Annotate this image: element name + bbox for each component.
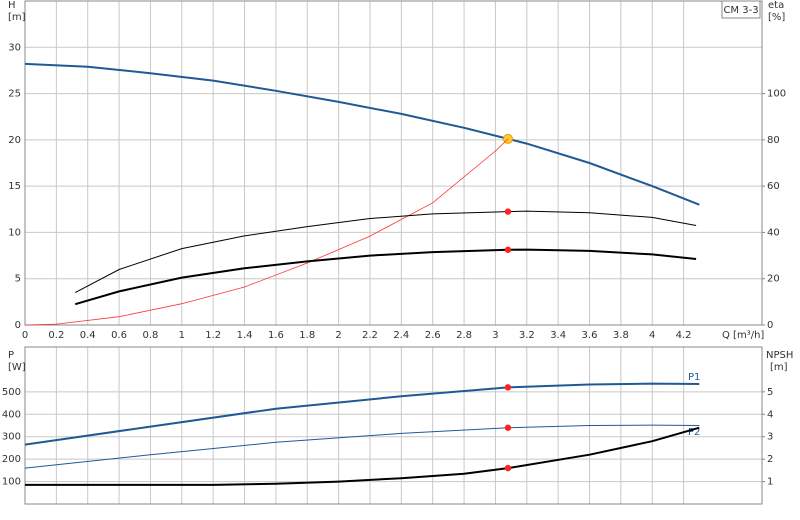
y2-tick-label: 2 xyxy=(767,454,773,465)
x-tick-label: 1 xyxy=(179,330,185,341)
x-tick-label: 2.2 xyxy=(362,330,378,341)
curve xyxy=(24,62,700,206)
x-tick-label: 3 xyxy=(492,330,498,341)
y-tick-label: 0 xyxy=(15,320,21,331)
y-tick-label: 20 xyxy=(8,135,21,146)
y2-tick-label: 60 xyxy=(767,181,780,192)
x-tick-label: 3.8 xyxy=(613,330,629,341)
duty-point xyxy=(504,464,512,472)
x-tick-label: 0.8 xyxy=(142,330,158,341)
x-tick-label: 0 xyxy=(22,330,28,341)
x-tick-label: 0.4 xyxy=(80,330,96,341)
y2-tick-label: 100 xyxy=(767,89,786,100)
y2-tick-label: 3 xyxy=(767,432,773,443)
x-tick-label: 1.8 xyxy=(299,330,315,341)
x-tick-label: 3.4 xyxy=(550,330,566,341)
x-tick-label: 0.2 xyxy=(48,330,64,341)
x-tick-label: 4 xyxy=(649,330,655,341)
y2-tick-label: 20 xyxy=(767,274,780,285)
y2-tick-label: 4 xyxy=(767,409,773,420)
y-tick-label: 200 xyxy=(2,454,21,465)
series-label: P2 xyxy=(688,427,700,438)
y-tick-label: 300 xyxy=(2,432,21,443)
x-tick-label: 0.6 xyxy=(111,330,127,341)
duty-point xyxy=(504,424,512,431)
label-box xyxy=(721,0,761,19)
y-tick-label: 5 xyxy=(15,274,21,285)
x-tick-label: 3.2 xyxy=(519,330,535,341)
plot-frame xyxy=(24,0,763,326)
series-label: P1 xyxy=(688,372,700,383)
y2-tick-label: 40 xyxy=(767,227,780,238)
y-axis-label: P xyxy=(8,350,14,361)
y2-axis-unit: [m] xyxy=(770,362,788,373)
x-label-bg xyxy=(720,328,760,342)
duty-point xyxy=(504,208,512,215)
y-tick-label: 10 xyxy=(8,227,21,238)
y2-tick-label: 1 xyxy=(767,477,773,488)
duty-point xyxy=(504,246,512,253)
y-axis-unit: [m] xyxy=(8,12,26,23)
curve xyxy=(24,138,509,326)
curve xyxy=(24,382,700,446)
y-tick-label: 30 xyxy=(8,42,21,53)
y-tick-label: 100 xyxy=(2,477,21,488)
x-tick-label: 3.6 xyxy=(582,330,598,341)
curve xyxy=(74,248,697,306)
curve xyxy=(25,426,700,486)
y2-tick-label: 0 xyxy=(767,320,773,331)
y-axis-label: H xyxy=(8,0,16,11)
duty-point xyxy=(504,384,512,391)
plot-frame xyxy=(24,346,763,505)
x-tick-label: 2 xyxy=(335,330,341,341)
y-tick-label: 25 xyxy=(8,89,21,100)
x-tick-label: 1.6 xyxy=(268,330,284,341)
y2-axis-label: eta xyxy=(768,0,784,11)
x-tick-label: 1.2 xyxy=(205,330,221,341)
x-axis-label: Q [m³/h] xyxy=(722,330,764,341)
x-tick-label: 2.4 xyxy=(393,330,409,341)
label-box-text: CM 3-3 xyxy=(723,5,758,16)
y2-tick-label: 80 xyxy=(767,135,780,146)
y-axis-unit: [W] xyxy=(8,362,26,373)
curve xyxy=(24,424,700,469)
curve xyxy=(74,210,697,294)
y2-axis-label: NPSH xyxy=(766,350,793,361)
x-tick-label: 1.4 xyxy=(237,330,253,341)
y-tick-label: 15 xyxy=(8,181,21,192)
x-tick-label: 2.8 xyxy=(456,330,472,341)
y-tick-label: 500 xyxy=(2,387,21,398)
y2-axis-unit: [%] xyxy=(768,12,785,23)
x-tick-label: 4.2 xyxy=(676,330,692,341)
y-tick-label: 400 xyxy=(2,409,21,420)
x-tick-label: 2.6 xyxy=(425,330,441,341)
y2-tick-label: 5 xyxy=(767,387,773,398)
